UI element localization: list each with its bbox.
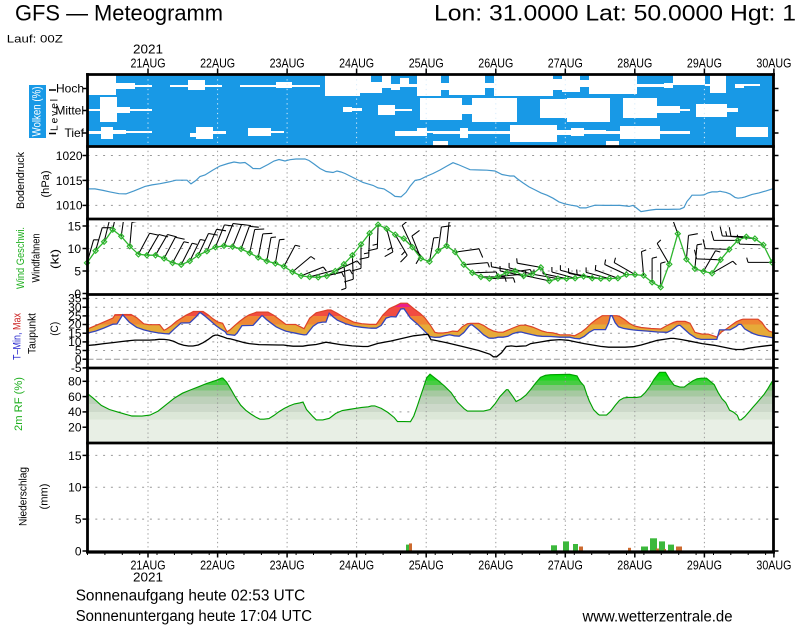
svg-text:0: 0	[75, 352, 82, 366]
svg-text:Taupunkt: Taupunkt	[26, 313, 38, 354]
svg-text:Bodendruck: Bodendruck	[15, 152, 27, 209]
svg-text:(hPa): (hPa)	[40, 171, 52, 198]
svg-text:Level: Level	[48, 97, 60, 131]
svg-text:20: 20	[68, 318, 82, 332]
svg-text:1020: 1020	[56, 149, 83, 163]
svg-text:T–Min, Max: T–Min, Max	[11, 313, 23, 360]
svg-text:27AUG: 27AUG	[548, 558, 583, 573]
svg-text:20: 20	[68, 421, 82, 435]
svg-text:Lauf: 00Z: Lauf: 00Z	[7, 33, 63, 45]
svg-text:1015: 1015	[56, 174, 83, 188]
svg-text:22AUG: 22AUG	[200, 558, 235, 573]
svg-text:Niederschlag: Niederschlag	[17, 467, 29, 526]
svg-text:29AUG: 29AUG	[687, 56, 722, 71]
svg-text:0: 0	[75, 544, 82, 558]
svg-text:(mm): (mm)	[39, 484, 51, 510]
svg-text:80: 80	[68, 375, 82, 389]
svg-text:Wind Geschwi.: Wind Geschwi.	[15, 227, 27, 289]
svg-text:22AUG: 22AUG	[200, 56, 235, 71]
svg-text:Mittel: Mittel	[55, 104, 84, 118]
svg-text:www.wetterzentrale.de: www.wetterzentrale.de	[582, 608, 733, 625]
svg-text:-5: -5	[71, 361, 82, 375]
svg-text:21AUG: 21AUG	[131, 558, 166, 573]
svg-text:5: 5	[75, 344, 82, 358]
svg-text:28AUG: 28AUG	[617, 558, 652, 573]
svg-text:Lon: 31.0000 Lat: 50.0000 Hgt:: Lon: 31.0000 Lat: 50.0000 Hgt: 1	[434, 1, 796, 26]
svg-text:23AUG: 23AUG	[270, 56, 305, 71]
svg-text:Windfahnen: Windfahnen	[30, 234, 42, 283]
svg-text:26AUG: 26AUG	[478, 56, 513, 71]
svg-text:23AUG: 23AUG	[270, 558, 305, 573]
svg-text:GFS — Meteogramm: GFS — Meteogramm	[15, 1, 223, 26]
svg-text:5: 5	[75, 512, 82, 526]
svg-text:(kt): (kt)	[49, 249, 61, 269]
svg-text:Wolken (%): Wolken (%)	[30, 87, 44, 137]
svg-text:30AUG: 30AUG	[756, 558, 791, 573]
svg-text:Sonnenaufgang heute 02:53 UTC: Sonnenaufgang heute 02:53 UTC	[76, 588, 306, 605]
svg-text:60: 60	[68, 390, 82, 404]
svg-text:10: 10	[68, 335, 82, 349]
svg-text:25: 25	[68, 309, 82, 323]
svg-text:2021: 2021	[133, 570, 163, 585]
svg-text:2m RF (%): 2m RF (%)	[13, 377, 25, 431]
svg-text:Hoch: Hoch	[56, 82, 84, 96]
svg-text:30: 30	[68, 300, 82, 314]
svg-text:2021: 2021	[133, 41, 163, 56]
svg-text:40: 40	[68, 405, 82, 419]
svg-text:15: 15	[68, 449, 82, 463]
svg-text:28AUG: 28AUG	[617, 56, 652, 71]
svg-text:Tief: Tief	[64, 126, 84, 140]
svg-text:25AUG: 25AUG	[409, 56, 444, 71]
svg-text:15: 15	[68, 219, 82, 233]
svg-text:29AUG: 29AUG	[687, 558, 722, 573]
svg-text:1010: 1010	[56, 199, 83, 213]
svg-text:5: 5	[74, 264, 81, 278]
svg-text:30AUG: 30AUG	[756, 56, 791, 71]
svg-text:35: 35	[68, 292, 82, 306]
svg-text:24AUG: 24AUG	[339, 558, 374, 573]
svg-text:10: 10	[68, 242, 82, 256]
svg-text:27AUG: 27AUG	[548, 56, 583, 71]
svg-text:0: 0	[74, 287, 81, 301]
svg-text:25AUG: 25AUG	[409, 558, 444, 573]
svg-text:26AUG: 26AUG	[478, 558, 513, 573]
svg-text:24AUG: 24AUG	[339, 56, 374, 71]
svg-text:15: 15	[68, 326, 82, 340]
svg-text:(C): (C)	[49, 322, 61, 336]
svg-text:10: 10	[68, 481, 82, 495]
svg-text:Sonnenuntergang heute 17:04 UT: Sonnenuntergang heute 17:04 UTC	[76, 608, 312, 625]
svg-text:21AUG: 21AUG	[131, 56, 166, 71]
